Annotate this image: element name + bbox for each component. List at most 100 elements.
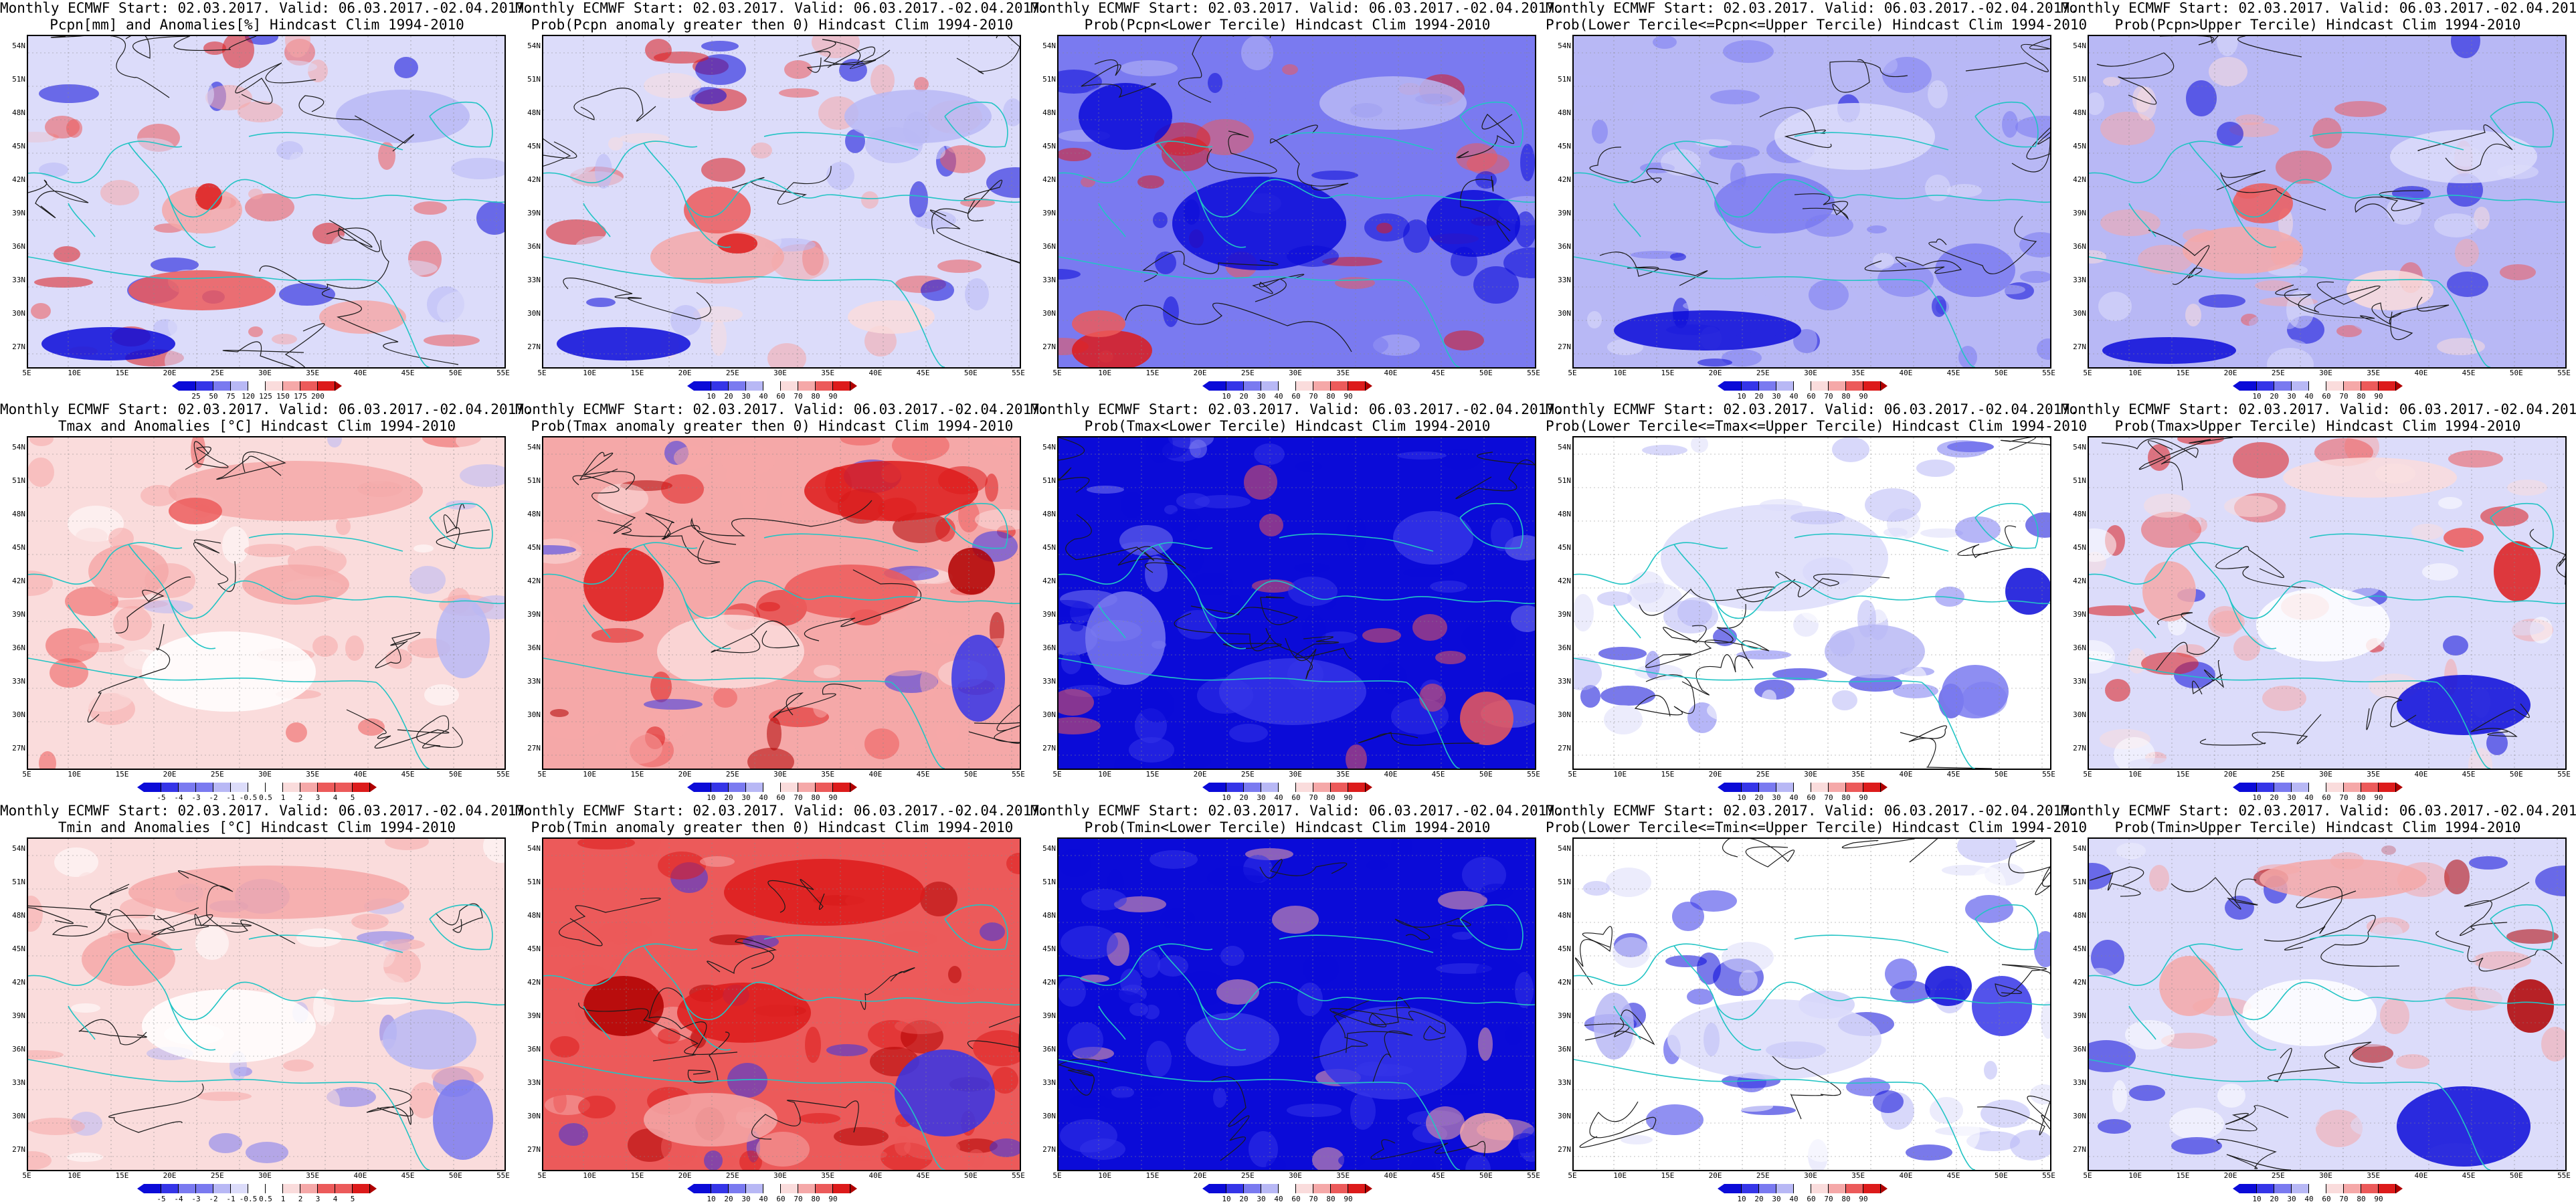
colorbar-cell: [833, 381, 850, 391]
map-canvas: [2089, 36, 2565, 367]
longitude-label: 20E: [1193, 1171, 1207, 1180]
colorbar-cell: [729, 783, 746, 792]
latitude-label: 48N: [1042, 911, 1056, 920]
colorbar-cell: [798, 381, 816, 391]
longitude-label: 45E: [401, 770, 415, 779]
colorbar-tick-label: 80: [1326, 1195, 1336, 1203]
colorbar-min-arrow: [1718, 1184, 1724, 1193]
colorbar-tick-label: 80: [811, 793, 820, 802]
latitude-label: 30N: [2073, 710, 2086, 719]
latitude-label: 39N: [2073, 209, 2086, 217]
latitude-label: 36N: [12, 643, 25, 652]
latitude-label: 51N: [527, 75, 541, 84]
longitude-label: 10E: [583, 369, 597, 377]
latitude-label: 51N: [2073, 476, 2086, 485]
colorbar-cell: [1331, 381, 1348, 391]
latitude-label: 33N: [1042, 276, 1056, 284]
longitude-label: 5E: [537, 1171, 547, 1180]
longitude-label: 35E: [2367, 770, 2381, 779]
colorbar-cell: [1724, 1184, 1742, 1193]
colorbar-cell: [1209, 783, 1226, 792]
colorbar-min-arrow: [687, 1184, 694, 1193]
colorbar-tick-label: 90: [1859, 1195, 1868, 1203]
colorbar-cell: [2326, 783, 2344, 792]
colorbar-tick-label: 70: [1309, 392, 1318, 401]
longitude-label: 35E: [2367, 369, 2381, 377]
colorbar-cell: [1348, 381, 1366, 391]
colorbar-tick-label: 4: [333, 1195, 338, 1203]
longitude-label: 15E: [115, 770, 129, 779]
map-panel-tmin-anom: Monthly ECMWF Start: 02.03.2017. Valid: …: [0, 803, 533, 1204]
colorbar-tick-label: 10: [1737, 392, 1746, 401]
colorbar-cell: [161, 1184, 179, 1193]
latitude-label: 39N: [527, 209, 541, 217]
colorbar-cell: [300, 1184, 318, 1193]
longitude-label: 20E: [678, 770, 692, 779]
colorbar-tick-label: 70: [794, 1195, 803, 1203]
latitude-label: 30N: [12, 309, 25, 318]
longitude-label: 5E: [1568, 770, 1577, 779]
colorbar-max-arrow: [1366, 783, 1372, 792]
latitude-label: 39N: [1042, 1011, 1056, 1020]
colorbar-cell: [1794, 783, 1811, 792]
colorbar-cell: [2309, 381, 2326, 391]
map-panel-tmax-lower: Monthly ECMWF Start: 02.03.2017. Valid: …: [1030, 401, 1564, 803]
colorbar-cell: [2274, 783, 2292, 792]
colorbar-tick-label: 5: [350, 793, 355, 802]
colorbar-tick-label: 40: [1789, 793, 1799, 802]
colorbar: [2233, 381, 2403, 391]
colorbar-tick-label: 60: [1291, 1195, 1301, 1203]
longitude-label: 15E: [1661, 1171, 1675, 1180]
colorbar-cell: [2257, 783, 2274, 792]
latitude-label: 45N: [12, 944, 25, 953]
colorbar-tick-label: 60: [1807, 793, 1816, 802]
longitude-label: 50E: [1479, 1171, 1493, 1180]
map-canvas: [28, 839, 504, 1170]
latitude-label: 54N: [12, 443, 25, 452]
latitude-label: 48N: [527, 911, 541, 920]
colorbar-cell: [1244, 783, 1261, 792]
colorbar-cell: [318, 381, 335, 391]
longitude-label: 25E: [2271, 1171, 2285, 1180]
latitude-label: 51N: [12, 75, 25, 84]
longitude-label: 10E: [68, 1171, 82, 1180]
colorbar-cell: [781, 381, 798, 391]
colorbar-tick-label: -0.5: [239, 1195, 258, 1203]
colorbar-cell: [1794, 1184, 1811, 1193]
latitude-label: 33N: [2073, 276, 2086, 284]
latitude-label: 39N: [527, 610, 541, 619]
longitude-label: 55E: [1527, 770, 1540, 779]
colorbar-tick-label: -3: [191, 793, 201, 802]
colorbar-cell: [1348, 1184, 1366, 1193]
colorbar-cell: [763, 381, 781, 391]
colorbar-tick-label: 80: [1841, 392, 1851, 401]
colorbar: [687, 381, 857, 391]
latitude-label: 48N: [2073, 108, 2086, 117]
panel-title: Monthly ECMWF Start: 02.03.2017. Valid: …: [515, 0, 1048, 33]
longitude-label: 35E: [306, 770, 320, 779]
longitude-label: 35E: [1851, 1171, 1865, 1180]
longitude-label: 45E: [401, 369, 415, 377]
longitude-label: 55E: [2557, 1171, 2571, 1180]
colorbar-cell: [816, 381, 833, 391]
colorbar-tick-label: 70: [1824, 1195, 1833, 1203]
colorbar-tick-label: 60: [1291, 793, 1301, 802]
longitude-label: 40E: [868, 369, 883, 377]
longitude-label: 20E: [1708, 369, 1722, 377]
longitude-label: 20E: [678, 369, 692, 377]
longitude-label: 50E: [2509, 770, 2523, 779]
longitude-label: 15E: [2176, 1171, 2190, 1180]
colorbar-tick-label: 80: [1841, 793, 1851, 802]
latitude-label: 30N: [1042, 710, 1056, 719]
latitude-label: 39N: [2073, 610, 2086, 619]
colorbar-tick-label: 70: [1824, 392, 1833, 401]
longitude-label: 35E: [1336, 770, 1350, 779]
colorbar: [137, 783, 377, 792]
colorbar-tick-label: 60: [1291, 392, 1301, 401]
colorbar-tick-label: 60: [2322, 1195, 2331, 1203]
colorbar-cell: [1313, 381, 1331, 391]
colorbar-tick-label: 20: [1754, 793, 1764, 802]
colorbar-tick-label: 90: [1344, 1195, 1353, 1203]
longitude-label: 10E: [1098, 369, 1112, 377]
colorbar-cell: [1279, 783, 1296, 792]
